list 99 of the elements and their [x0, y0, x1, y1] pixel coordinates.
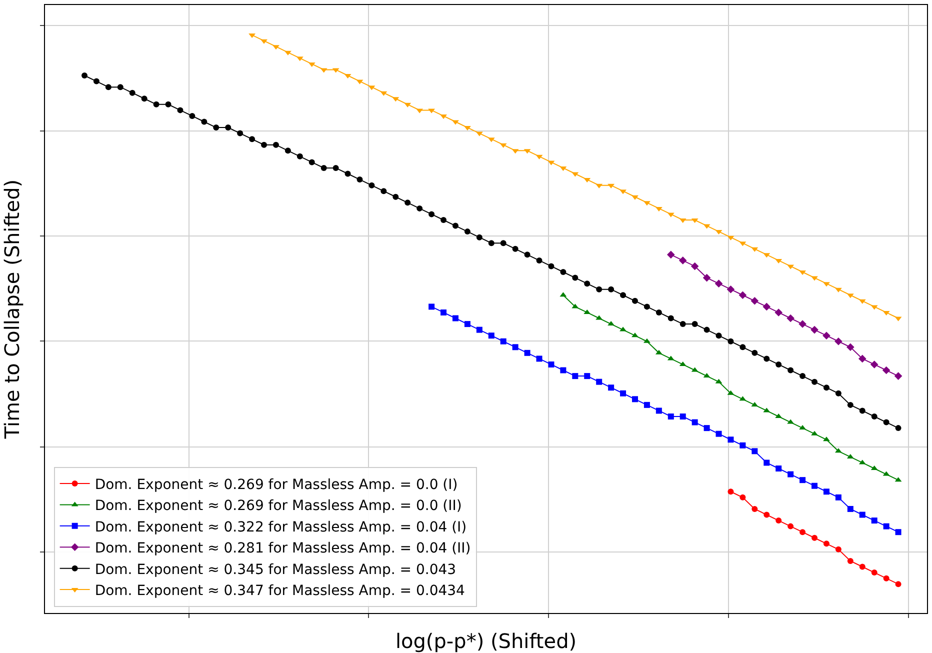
point	[847, 558, 854, 564]
point	[871, 570, 878, 576]
point	[822, 332, 830, 340]
point	[798, 320, 806, 328]
point	[678, 256, 687, 264]
point	[846, 343, 854, 352]
point	[883, 523, 890, 530]
point	[810, 326, 818, 334]
point	[728, 436, 734, 443]
point	[260, 39, 268, 44]
point	[667, 250, 675, 259]
point	[823, 436, 830, 442]
point	[644, 402, 650, 408]
point	[716, 430, 722, 437]
point	[440, 309, 447, 316]
point	[823, 540, 830, 547]
point	[823, 488, 830, 495]
point	[548, 361, 554, 368]
point	[764, 512, 770, 518]
y-axis-title: Time to Collapse (Shifted)	[0, 179, 24, 440]
point	[428, 304, 435, 310]
point	[644, 201, 650, 206]
point	[859, 564, 866, 570]
point	[584, 373, 590, 380]
point	[800, 477, 806, 484]
point	[812, 482, 818, 489]
point	[883, 575, 890, 582]
point	[847, 506, 854, 512]
point	[620, 326, 626, 332]
point	[560, 367, 566, 374]
point	[488, 332, 494, 339]
point	[668, 414, 674, 420]
point	[452, 315, 458, 322]
point	[871, 518, 878, 524]
point	[632, 332, 638, 338]
point	[811, 430, 818, 436]
point	[512, 344, 518, 350]
point	[788, 471, 794, 478]
point	[714, 280, 723, 288]
point	[835, 546, 842, 552]
point	[799, 425, 806, 430]
point	[858, 354, 866, 363]
point	[572, 373, 578, 380]
point	[680, 414, 686, 420]
point	[812, 534, 818, 541]
point	[704, 425, 710, 432]
point	[632, 396, 638, 402]
point	[500, 338, 506, 344]
point	[786, 314, 794, 322]
point	[620, 190, 626, 194]
point	[895, 581, 902, 588]
point	[740, 494, 746, 500]
point	[536, 356, 542, 362]
point	[811, 276, 818, 281]
point	[752, 506, 758, 512]
legend-label: Dom. Exponent ≈ 0.347 for Massless Amp. = 0.0434	[94, 582, 466, 599]
point	[788, 523, 794, 530]
point	[774, 308, 782, 316]
legend-label: Dom. Exponent ≈ 0.345 for Massless Amp. = 0.043	[94, 562, 456, 578]
point	[248, 34, 256, 38]
point	[834, 337, 842, 346]
point	[776, 466, 782, 472]
point	[692, 419, 698, 426]
point	[882, 366, 890, 374]
point	[799, 270, 806, 276]
point	[750, 297, 759, 305]
point	[870, 360, 878, 368]
point	[596, 378, 602, 385]
point	[632, 195, 638, 200]
point	[440, 114, 447, 119]
point	[894, 372, 902, 380]
point	[752, 448, 758, 454]
point	[702, 274, 711, 282]
point	[762, 302, 771, 311]
point	[620, 390, 626, 396]
point	[726, 285, 735, 294]
point	[656, 408, 662, 414]
point	[524, 350, 530, 356]
point	[776, 518, 782, 524]
point	[800, 529, 806, 536]
point	[823, 282, 830, 287]
point	[859, 512, 866, 518]
x-axis-title: log(p-p*) (Shifted)	[395, 629, 577, 653]
point	[690, 262, 699, 270]
point	[740, 442, 746, 448]
point	[608, 384, 614, 391]
legend-label: Dom. Exponent ≈ 0.322 for Massless Amp. = 0.04 (I)	[94, 519, 467, 536]
point	[764, 460, 770, 466]
point	[476, 326, 482, 333]
point	[895, 529, 902, 536]
legend-label: Dom. Exponent ≈ 0.269 for Massless Amp. = 0.0 (I)	[94, 476, 458, 493]
point	[464, 321, 470, 328]
point	[272, 45, 280, 50]
legend-label: Dom. Exponent ≈ 0.269 for Massless Amp. = 0.0 (II)	[94, 498, 462, 514]
point	[738, 291, 747, 300]
point	[644, 338, 650, 343]
point	[728, 488, 734, 495]
legend-label: Dom. Exponent ≈ 0.281 for Massless Amp. = 0.04 (II)	[94, 540, 471, 557]
point	[835, 494, 842, 500]
